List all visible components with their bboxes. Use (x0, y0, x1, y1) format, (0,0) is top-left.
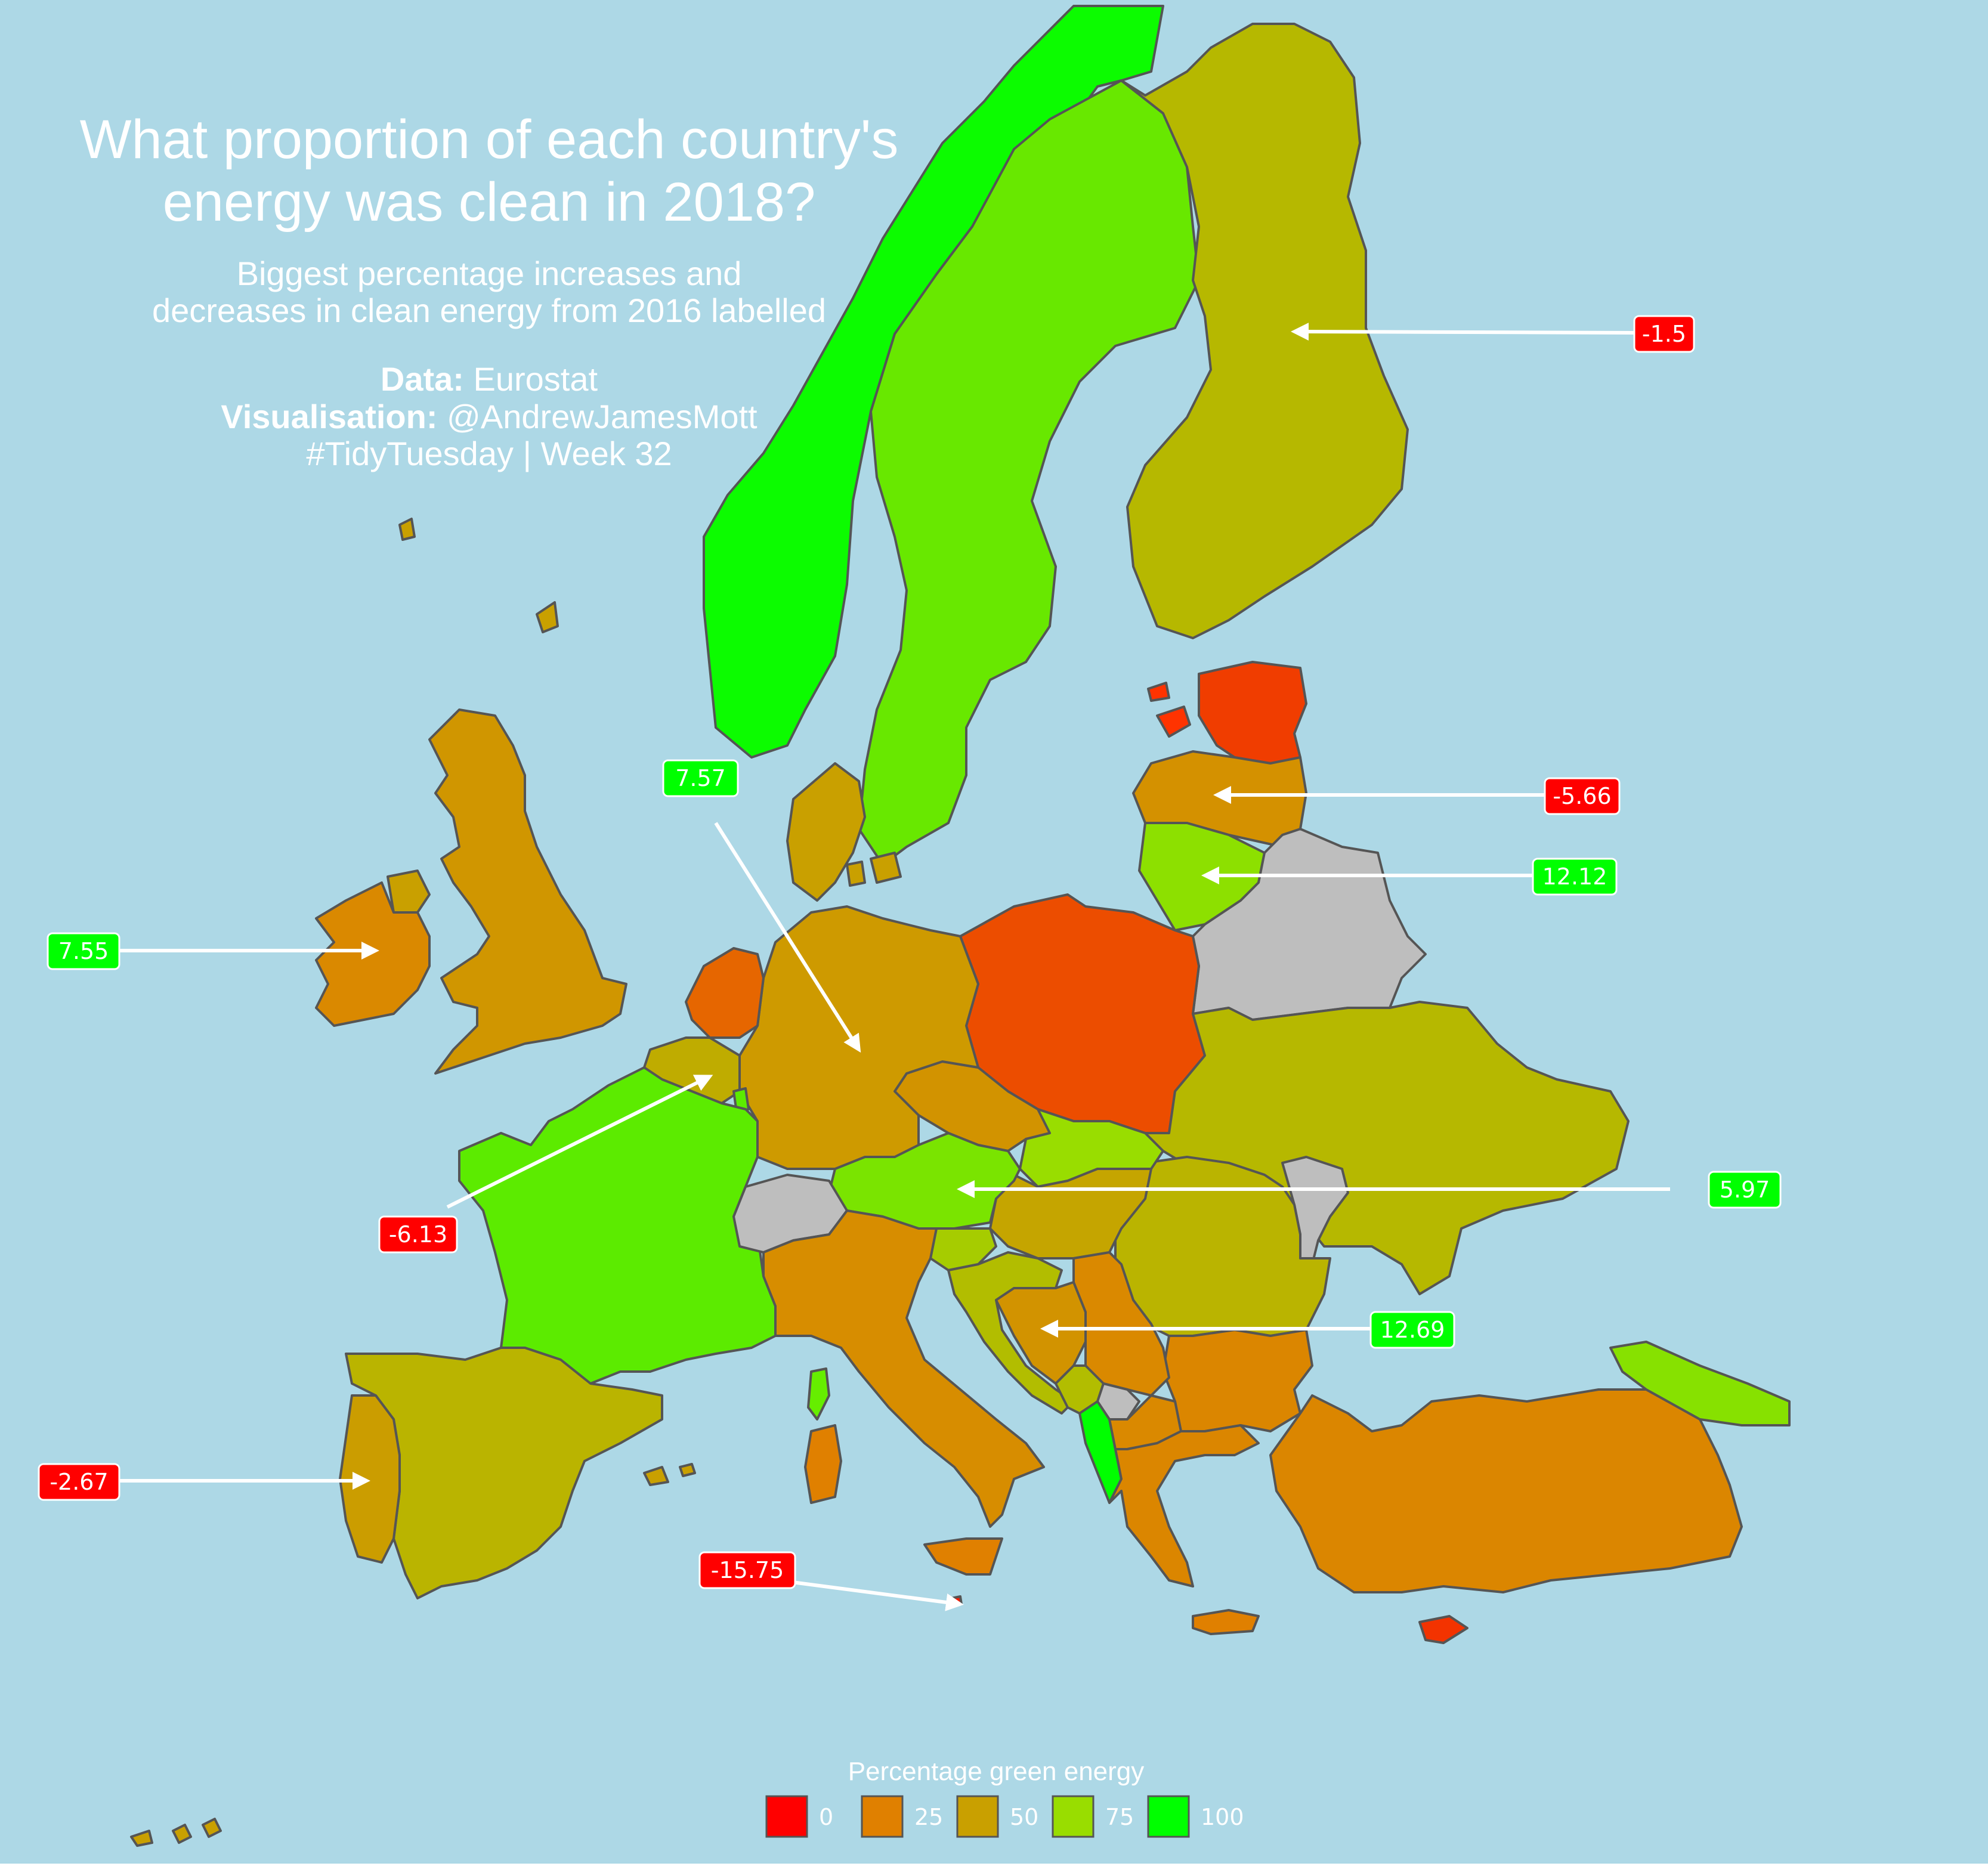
country-canary (130, 1818, 222, 1847)
annotation-box-germany (662, 759, 739, 797)
country-hungary (989, 1168, 1152, 1260)
chart-title-line2: energy was clean in 2018? (163, 172, 816, 233)
annotation-label-croatia: 12.69 (1380, 1317, 1445, 1343)
annotation-label-germany: 7.57 (675, 765, 726, 791)
annotation-box-finland (1633, 315, 1695, 353)
country-greece (1108, 1424, 1260, 1588)
annotation-label-lithuania: 12.12 (1542, 864, 1607, 890)
country-cyprus (1418, 1615, 1468, 1644)
country-ukraine (1144, 1001, 1630, 1295)
subtitle-line1: Biggest percentage increases and (237, 255, 742, 292)
credit-visualisation: Visualisation: @AndrewJamesMott (221, 398, 758, 435)
legend-label-50: 50 (1010, 1804, 1038, 1830)
legend-swatch-100 (1147, 1795, 1190, 1838)
annotation-arrow-malta (769, 1577, 964, 1611)
annotation-label-portugal: -2.67 (50, 1469, 108, 1495)
annotation-box-malta (698, 1551, 796, 1589)
annotation-label-estonia: -5.66 (1553, 783, 1611, 809)
annotation-box-ireland (47, 932, 120, 970)
country-italy (762, 1209, 1045, 1528)
annotation-box-portugal (38, 1463, 120, 1501)
country-turkey (1269, 1388, 1743, 1593)
country-denmark (786, 762, 866, 902)
annotation-box-belgium (378, 1215, 458, 1254)
annotation-box-croatia (1369, 1311, 1455, 1349)
country-united-kingdom (428, 708, 627, 1075)
annotation-arrow-germany (714, 822, 861, 1053)
country-slovenia (929, 1227, 997, 1271)
annotation-box-austria (1708, 1171, 1782, 1209)
legend-swatch-25 (861, 1795, 904, 1838)
subtitle-line2: decreases in clean energy from 2016 labe… (152, 292, 826, 329)
country-n-ireland (387, 869, 431, 914)
country-estonia-islands (1147, 682, 1191, 738)
country-corsica (807, 1367, 830, 1421)
country-sicily (923, 1537, 1003, 1576)
annotation-label-finland: -1.5 (1642, 321, 1686, 347)
annotation-label-belgium: -6.13 (389, 1221, 447, 1248)
country-netherlands (685, 947, 765, 1039)
country-balearics (643, 1463, 696, 1486)
country-sardinia (804, 1424, 842, 1504)
legend: Percentage green energy 0 25 50 75 100 (765, 1757, 1244, 1838)
legend-title: Percentage green energy (848, 1757, 1145, 1786)
country-finland (1120, 23, 1409, 639)
legend-label-100: 100 (1201, 1804, 1244, 1830)
title-block: What proportion of each country's energy… (80, 109, 899, 472)
annotation-label-austria: 5.97 (1720, 1177, 1770, 1203)
legend-label-0: 0 (819, 1804, 833, 1830)
legend-swatch-0 (765, 1795, 808, 1838)
legend-swatch-50 (956, 1795, 999, 1838)
country-croatia (947, 1251, 1075, 1415)
credit-tag: #TidyTuesday | Week 32 (306, 435, 672, 472)
credit-data: Data: Eurostat (381, 360, 598, 398)
annotation-box-estonia (1544, 777, 1621, 815)
annotation-label-ireland: 7.55 (58, 938, 109, 964)
chart-title-line1: What proportion of each country's (80, 109, 899, 170)
legend-label-25: 25 (914, 1804, 943, 1830)
country-sweden (858, 79, 1200, 866)
annotation-box-lithuania (1532, 858, 1618, 896)
legend-label-75: 75 (1105, 1804, 1134, 1830)
country-iceland-shapes (398, 518, 559, 633)
country-denmark-islands (846, 852, 902, 887)
annotation-label-malta: -15.75 (711, 1557, 784, 1583)
country-georgia (1609, 1341, 1791, 1426)
country-bulgaria (1162, 1329, 1313, 1432)
legend-swatch-75 (1052, 1795, 1095, 1838)
annotation-arrow-finland (1291, 323, 1635, 341)
country-crete (1192, 1609, 1260, 1635)
annotation-layer: -1.5 -5.66 12.12 7.57 7.55 -6.13 5.97 12.69 -2.6… (38, 315, 1782, 1611)
annotation-arrow-belgium (446, 1075, 713, 1209)
